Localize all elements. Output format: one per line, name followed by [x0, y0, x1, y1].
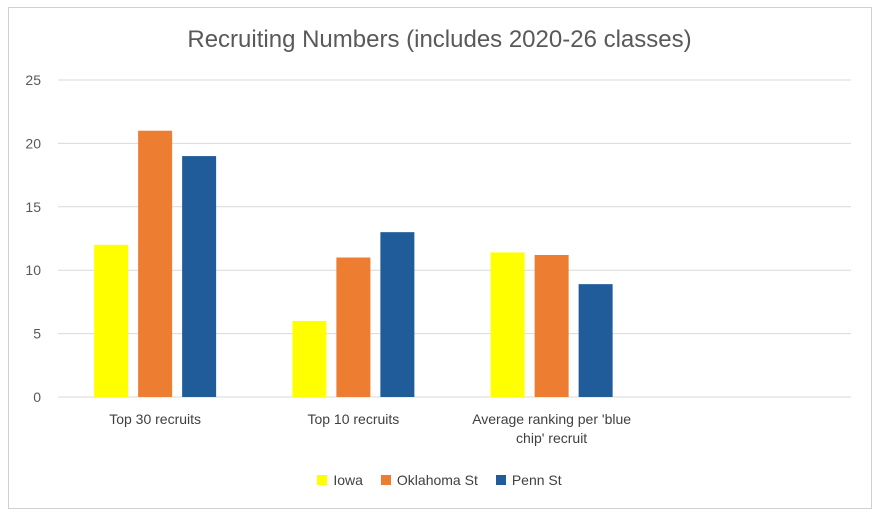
legend-label: Oklahoma St [396, 472, 478, 488]
legend-item: Penn St [495, 472, 562, 488]
y-tick-label: 25 [25, 72, 41, 88]
y-tick-label: 5 [33, 326, 41, 342]
chart-title: Recruiting Numbers (includes 2020-26 cla… [187, 26, 692, 53]
legend-item: Oklahoma St [380, 472, 478, 488]
legend-label: Penn St [511, 472, 562, 488]
y-tick-label: 10 [25, 262, 41, 278]
y-tick-label: 0 [33, 389, 41, 405]
bar [490, 252, 525, 397]
legend-swatch [317, 475, 328, 485]
bar [534, 254, 569, 397]
legend-item: Iowa [317, 472, 363, 488]
x-axis-categories: Top 30 recruits Top 10 recruits Average ra… [109, 411, 631, 446]
bar [138, 130, 173, 397]
x-category-label: Top 30 recruits [109, 411, 201, 427]
bars [94, 130, 613, 397]
y-tick-label: 20 [25, 135, 41, 151]
bar [578, 284, 613, 397]
bar [182, 156, 217, 397]
y-tick-label: 15 [25, 199, 41, 215]
bar [292, 320, 327, 397]
bar [380, 232, 415, 397]
x-category-label: Average ranking per 'blue chip' recruit [472, 411, 631, 446]
legend: Iowa Oklahoma St Penn St [0, 472, 879, 488]
legend-swatch [495, 475, 506, 485]
legend-label: Iowa [333, 472, 363, 488]
legend-swatch [380, 475, 391, 485]
y-axis-ticks: 0 5 10 15 20 25 [25, 72, 41, 405]
x-category-label: Top 10 recruits [307, 411, 399, 427]
gridlines [58, 79, 851, 398]
bar [94, 244, 129, 397]
bar [336, 257, 371, 397]
